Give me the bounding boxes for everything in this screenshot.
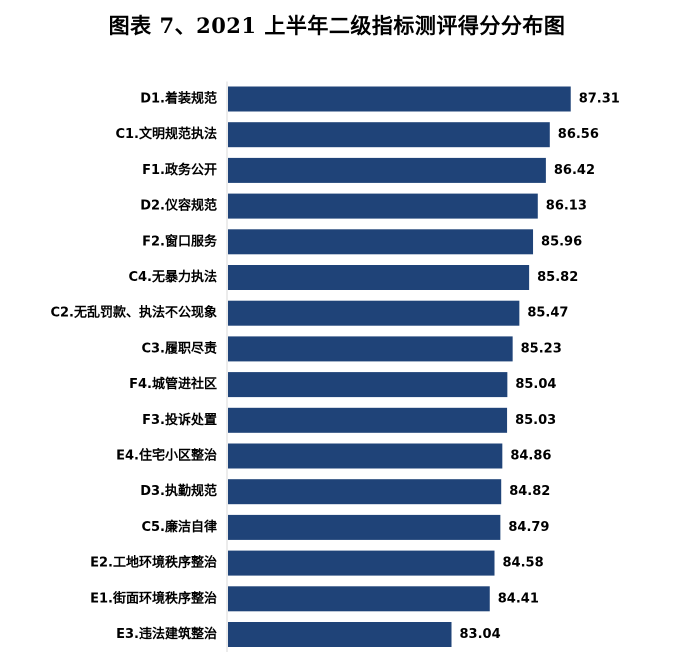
bar — [228, 122, 550, 148]
category-label: C4.无暴力执法 — [128, 269, 217, 285]
category-label: D2.仪容规范 — [140, 198, 217, 214]
bar — [228, 86, 571, 112]
bar — [228, 443, 503, 469]
category-label: E3.违法建筑整治 — [116, 626, 217, 642]
category-label: E4.住宅小区整治 — [116, 448, 217, 464]
bar — [228, 193, 538, 219]
category-labels: D1.着装规范 C1.文明规范执法 F1.政务公开 D2.仪容规范 F2.窗口服务 C4.… — [50, 91, 218, 643]
category-label: C1.文明规范执法 — [115, 126, 217, 142]
category-label: E1.街面环境秩序整治 — [90, 590, 217, 606]
category-label: D1.着装规范 — [140, 91, 217, 107]
value-label: 84.58 — [503, 556, 544, 571]
bar — [228, 229, 534, 255]
value-label: 85.04 — [515, 377, 556, 392]
category-label: C3.履职尽责 — [141, 340, 217, 356]
value-label: 84.41 — [498, 591, 539, 606]
category-label: C2.无乱罚款、执法不公现象 — [50, 305, 217, 321]
value-label: 86.42 — [554, 163, 595, 178]
bar — [228, 372, 508, 398]
value-label: 85.03 — [515, 413, 556, 428]
bar — [228, 336, 513, 362]
value-label: 87.31 — [579, 92, 620, 107]
category-label: F2.窗口服务 — [142, 233, 218, 249]
value-label: 83.04 — [460, 627, 501, 642]
value-label: 86.13 — [546, 199, 587, 214]
bar — [228, 586, 490, 612]
category-label: F4.城管进社区 — [129, 376, 217, 392]
value-label: 85.96 — [541, 234, 582, 249]
bar — [228, 479, 502, 505]
value-labels: 87.31 86.56 86.42 86.13 85.96 85.82 85.47 85.23… — [460, 92, 620, 643]
chart-title: 图表 7、2021 上半年二级指标测评得分分布图 — [108, 13, 566, 38]
value-label: 86.56 — [558, 127, 599, 142]
value-label: 85.82 — [537, 270, 578, 285]
category-label: C5.廉洁自律 — [141, 519, 217, 535]
bar — [228, 514, 501, 540]
bars — [228, 86, 571, 647]
value-label: 84.82 — [509, 484, 550, 499]
bar — [228, 622, 452, 647]
bar — [228, 550, 495, 576]
value-label: 84.86 — [510, 449, 551, 464]
value-label: 85.47 — [527, 306, 568, 321]
bar — [228, 407, 508, 433]
bar — [228, 157, 546, 183]
category-label: D3.执勤规范 — [140, 483, 217, 499]
category-label: E2.工地环境秩序整治 — [90, 555, 217, 571]
category-label: F1.政务公开 — [142, 162, 217, 178]
category-label: F3.投诉处置 — [142, 412, 217, 428]
bar — [228, 300, 520, 326]
bar — [228, 265, 530, 290]
value-label: 85.23 — [521, 341, 562, 356]
value-label: 84.79 — [508, 520, 549, 535]
